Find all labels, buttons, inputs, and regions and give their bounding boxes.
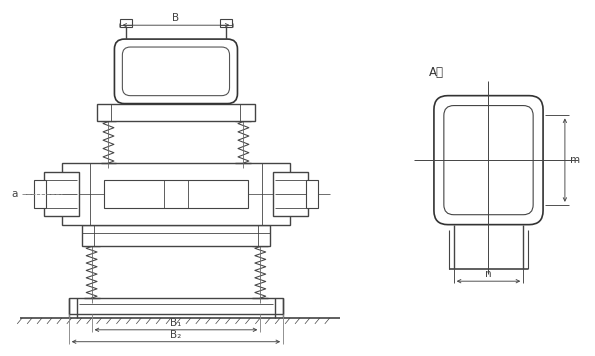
FancyBboxPatch shape <box>123 47 230 96</box>
Bar <box>273 172 308 216</box>
Text: a: a <box>12 189 18 199</box>
Bar <box>220 19 231 27</box>
Bar <box>44 172 79 216</box>
Bar <box>69 298 283 314</box>
Bar <box>34 180 46 208</box>
FancyBboxPatch shape <box>434 96 543 225</box>
Text: A向: A向 <box>429 66 444 79</box>
Bar <box>96 104 255 121</box>
Bar <box>82 225 270 246</box>
Text: B₁: B₁ <box>170 318 181 328</box>
Bar <box>62 163 290 225</box>
Text: m: m <box>570 155 580 165</box>
FancyBboxPatch shape <box>444 106 533 215</box>
Text: B: B <box>173 13 180 23</box>
Bar <box>306 180 318 208</box>
FancyBboxPatch shape <box>114 39 237 104</box>
Bar <box>104 180 248 208</box>
Text: B₂: B₂ <box>170 330 181 340</box>
Bar <box>120 19 132 27</box>
Text: n: n <box>485 269 492 279</box>
